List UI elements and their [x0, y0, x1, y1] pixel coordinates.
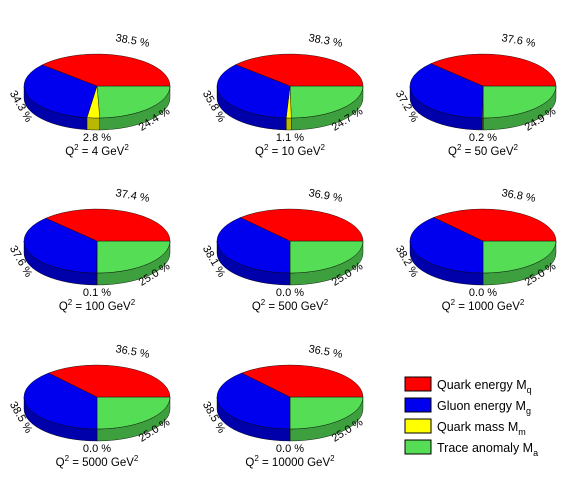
pie-1-q2-label: Q2 = 4 GeV2: [65, 143, 129, 158]
pie-1-quark_mass-wall: [86, 117, 100, 131]
pie-8-q2-label: Q2 = 10000 GeV2: [245, 454, 335, 469]
pie-2-quark_energy-slice: [235, 53, 364, 87]
pie-4: 37.4 %37.6 %0.1 %25.0 %Q2 = 100 GeV2: [7, 187, 172, 313]
pie-2-quark_mass-label: 1.1 %: [276, 132, 304, 144]
pie-8-quark_energy-slice: [241, 364, 364, 398]
pie-1-quark_energy-slice: [41, 53, 171, 87]
pie-8-quark_energy-label: 36.5 %: [308, 343, 344, 361]
pie-4-quark_mass-label: 0.1 %: [83, 287, 111, 299]
pie-2-q2-label: Q2 = 10 GeV2: [255, 143, 326, 158]
pie-2-gluon_energy-slice: [216, 64, 291, 119]
pie-1: 38.5 %34.3 %2.8 %24.4 %Q2 = 4 GeV2: [7, 32, 172, 158]
pie-6-quark_energy-slice: [433, 208, 557, 242]
pie-6-quark_energy-label: 36.8 %: [501, 187, 537, 205]
pie-5-quark_mass-label: 0.0 %: [276, 287, 304, 299]
pie-1-quark_energy-label: 38.5 %: [115, 32, 151, 50]
pie-8: 36.5 %38.5 %0.0 %25.0 %Q2 = 10000 GeV2: [200, 343, 365, 469]
legend-label-quark_energy: Quark energy Mq: [437, 378, 532, 395]
pie-3-q2-label: Q2 = 50 GeV2: [448, 143, 519, 158]
pie-4-quark_energy-slice: [45, 208, 171, 242]
legend-swatch-quark_energy: [404, 376, 432, 392]
pie-3-trace_anomaly-slice: [482, 85, 557, 119]
pie-6-trace_anomaly-slice: [482, 240, 557, 274]
legend-label-gluon_energy: Gluon energy Mg: [437, 399, 531, 416]
legend: Quark energy Mq Gluon energy Mg Quark mass…: [404, 376, 538, 458]
pie-7-quark_energy-label: 36.5 %: [115, 343, 151, 361]
pie-3-quark_mass-label: 0.2 %: [469, 132, 497, 144]
pie-7-quark_energy-slice: [48, 364, 171, 398]
pie-2: 38.3 %35.8 %1.1 %24.7 %Q2 = 10 GeV2: [200, 32, 365, 158]
pie-8-trace_anomaly-slice: [289, 396, 364, 430]
pie-2-trace_anomaly-slice: [289, 85, 364, 119]
legend-label-quark_mass: Quark mass Mm: [437, 420, 526, 437]
legend-swatch-quark_mass: [404, 418, 432, 434]
pie-1-gluon_energy-slice: [23, 64, 98, 118]
pie-6: 36.8 %38.2 %0.0 %25.0 %Q2 = 1000 GeV2: [393, 187, 558, 313]
pie-4-q2-label: Q2 = 100 GeV2: [59, 298, 136, 313]
pie-5-gluon_energy-slice: [216, 217, 291, 274]
legend-swatch-gluon_energy: [404, 397, 432, 413]
pie-8-quark_mass-label: 0.0 %: [276, 443, 304, 455]
pie-1-quark_mass-label: 2.8 %: [83, 132, 111, 144]
pie-2-quark_energy-label: 38.3 %: [308, 32, 344, 50]
pie-7-q2-label: Q2 = 5000 GeV2: [56, 454, 139, 469]
pie-2-quark_mass-wall: [286, 117, 292, 131]
pie-3: 37.6 %37.2 %0.2 %24.9 %Q2 = 50 GeV2: [393, 32, 558, 158]
legend-swatch-trace_anomaly: [404, 439, 432, 455]
pie-3-quark_energy-label: 37.6 %: [501, 32, 537, 50]
pie-4-quark_energy-label: 37.4 %: [115, 187, 151, 205]
pie-4-gluon_energy-slice: [23, 217, 98, 274]
legend-label-trace_anomaly: Trace anomaly Ma: [437, 441, 538, 458]
pie-5-trace_anomaly-slice: [289, 240, 364, 274]
pie-6-quark_mass-label: 0.0 %: [469, 287, 497, 299]
pie-5: 36.9 %38.1 %0.0 %25.0 %Q2 = 500 GeV2: [200, 187, 365, 313]
pie-5-q2-label: Q2 = 500 GeV2: [252, 298, 329, 313]
pie-5-quark_energy-label: 36.9 %: [308, 187, 344, 205]
pie-7-gluon_energy-slice: [23, 372, 98, 430]
pie-5-quark_energy-slice: [239, 208, 364, 242]
pie-7-trace_anomaly-slice: [96, 396, 171, 430]
pie-8-gluon_energy-slice: [216, 372, 291, 430]
pie-3-quark_energy-slice: [430, 53, 557, 87]
pie-3-gluon_energy-slice: [409, 63, 484, 119]
pie-1-trace_anomaly-slice: [96, 85, 171, 119]
pie-7-quark_mass-label: 0.0 %: [83, 443, 111, 455]
pie-4-trace_anomaly-slice: [96, 240, 171, 274]
pie-7: 36.5 %38.5 %0.0 %25.0 %Q2 = 5000 GeV2: [7, 343, 172, 469]
pie-6-gluon_energy-slice: [409, 217, 484, 274]
pie-6-q2-label: Q2 = 1000 GeV2: [442, 298, 525, 313]
